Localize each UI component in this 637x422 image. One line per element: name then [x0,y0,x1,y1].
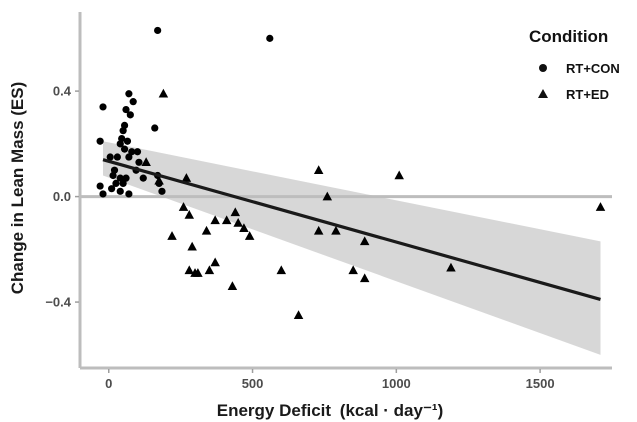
point-rt-ed [293,310,304,320]
point-rt-con [125,90,133,98]
y-axis-title: Change in Lean Mass (ES) [8,82,27,295]
point-rt-ed [187,241,197,251]
point-rt-ed [201,225,212,235]
point-rt-con [158,187,166,195]
point-rt-ed [141,157,151,167]
point-rt-ed [239,223,249,232]
point-rt-con [116,140,124,148]
y-tick-label: −0.4 [45,295,71,310]
legend-label-rt-con: RT+CON [566,61,620,76]
point-rt-ed [184,265,195,275]
point-rt-ed [276,265,287,275]
axes [78,12,612,370]
legend-marker-triangle [538,89,548,98]
x-tick-label: 1500 [526,376,555,391]
point-rt-ed [446,262,456,272]
point-rt-con [128,148,136,156]
point-rt-con [116,187,124,195]
point-rt-con [119,179,127,188]
x-axis-label: Energy Deficit [217,401,332,420]
point-rt-ed [167,231,177,240]
point-rt-con [120,145,129,153]
point-rt-con [266,34,274,42]
point-rt-ed [331,225,341,235]
point-rt-con [139,174,147,182]
point-rt-ed [193,268,203,277]
confidence-band [103,141,601,355]
point-rt-ed [359,236,370,246]
point-rt-con [108,185,116,193]
point-rt-con [122,105,130,114]
point-rt-ed [359,273,370,283]
x-tick-label: 500 [242,376,264,391]
x-tick-label: 0 [105,376,112,391]
point-rt-con [109,171,117,180]
point-rt-ed [233,217,243,227]
point-rt-con [113,153,121,161]
point-rt-ed [227,281,238,291]
point-rt-con [96,137,104,145]
ci-band [103,141,601,355]
point-rt-ed [230,207,241,217]
point-rt-ed [221,215,232,225]
point-rt-con [123,137,132,145]
point-rt-con [99,103,107,111]
point-rt-ed [158,88,169,98]
legend-marker-circle [539,64,547,72]
point-rt-con [122,174,130,182]
point-rt-ed [204,265,215,275]
x-axis-unit: (kcal · day⁻¹) [340,401,443,420]
point-rt-ed [595,202,606,211]
point-rt-ed [322,191,333,201]
point-rt-ed [210,257,220,267]
y-tick-label: 0.0 [53,189,71,204]
point-rt-ed [210,215,220,225]
point-rt-ed [313,225,324,235]
data-points [96,26,606,320]
x-tick-label: 1000 [382,376,411,391]
point-rt-ed [184,210,195,219]
point-rt-con [112,179,120,188]
point-rt-con [129,98,137,106]
point-rt-con [135,158,143,166]
point-rt-ed [154,175,164,185]
y-tick-label: 0.4 [53,84,72,99]
fit-line [102,158,601,301]
point-rt-con [99,190,107,198]
point-rt-con [151,124,159,132]
legend: Condition RT+CON RT+ED [529,27,620,102]
point-rt-ed [244,231,255,240]
regression-line [102,158,601,301]
point-rt-con [125,153,133,161]
point-rt-ed [178,202,189,211]
tick-labels: 0 500 1000 1500 −0.4 0.0 0.4 [45,84,554,391]
point-rt-ed [394,170,404,180]
point-rt-con [96,182,104,190]
point-rt-ed [313,165,324,174]
point-rt-ed [348,265,358,275]
x-axis-title: Energy Deficit (kcal · day⁻¹) [217,401,444,420]
point-rt-con [106,153,114,161]
legend-label-rt-ed: RT+ED [566,87,609,102]
point-rt-con [116,174,124,182]
point-rt-con [126,111,134,119]
point-rt-con [133,148,142,156]
point-rt-con [154,26,162,35]
legend-title: Condition [529,27,608,46]
point-rt-con [125,190,133,198]
point-rt-ed [181,173,192,182]
point-rt-con [119,127,127,135]
